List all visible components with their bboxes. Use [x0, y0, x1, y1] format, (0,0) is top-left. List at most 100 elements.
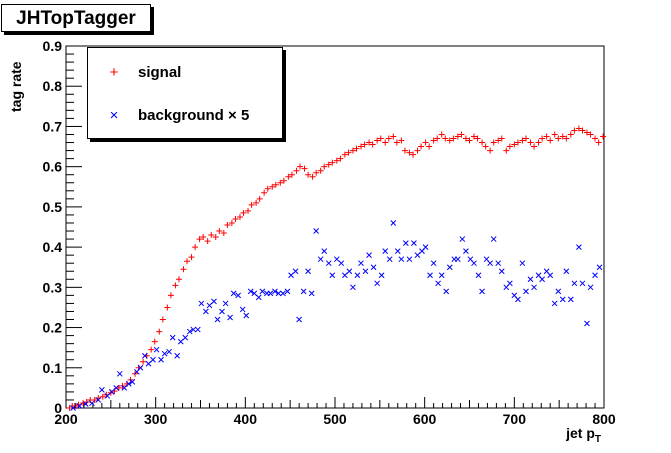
background-point [150, 356, 156, 363]
background-point [121, 385, 128, 391]
signal-point [450, 135, 457, 142]
background-point [414, 252, 421, 259]
signal-point [151, 338, 158, 345]
x-tick-label: 800 [592, 411, 616, 427]
background-point [198, 300, 205, 307]
signal-point [398, 137, 405, 144]
background-point [203, 308, 209, 315]
signal-point [361, 141, 368, 148]
background-point [378, 272, 385, 279]
background-point [161, 350, 168, 357]
signal-point [506, 143, 513, 150]
background-point [596, 264, 603, 271]
background-point [227, 314, 233, 321]
background-point [567, 296, 574, 303]
signal-point [595, 139, 602, 146]
y-tick-label: 0.8 [43, 78, 63, 94]
background-point [435, 280, 441, 287]
x-axis-label: jet pT [566, 425, 601, 445]
signal-point [353, 145, 360, 152]
signal-point [527, 139, 534, 146]
signal-point [495, 137, 502, 144]
background-point [523, 288, 529, 295]
signal-point [293, 167, 300, 174]
y-tick-label: 0.1 [43, 360, 63, 376]
signal-point [301, 165, 308, 172]
signal-point [240, 209, 247, 216]
signal-point [519, 137, 526, 144]
background-point [153, 346, 160, 353]
background-point [174, 352, 181, 359]
signal-point [514, 139, 521, 146]
signal-point [167, 292, 174, 299]
signal-point [99, 393, 106, 400]
background-point [82, 401, 89, 407]
background-point [519, 260, 526, 267]
signal-point [393, 139, 400, 146]
background-point [284, 288, 291, 295]
legend-entry-background: × background × 5 [88, 105, 282, 127]
background-point [374, 280, 380, 287]
signal-point [248, 201, 255, 208]
background-point [390, 220, 397, 226]
legend-label-background: background × 5 [138, 105, 249, 127]
background-point [142, 352, 148, 359]
signal-point [297, 163, 304, 170]
background-point [475, 272, 482, 279]
signal-point [487, 147, 494, 154]
signal-point [288, 171, 295, 178]
signal-point [369, 141, 376, 148]
background-point [267, 290, 274, 297]
signal-point [305, 171, 312, 178]
background-point [313, 228, 320, 234]
background-point [296, 316, 302, 323]
background-point [487, 260, 493, 267]
background-point [325, 260, 332, 267]
signal-point [196, 236, 203, 243]
signal-point [575, 125, 582, 132]
signal-point [333, 157, 340, 164]
signal-point [587, 131, 594, 138]
signal-point [236, 213, 243, 220]
background-point [342, 272, 348, 279]
background-point [454, 256, 461, 263]
signal-point [200, 234, 207, 241]
signal-point [482, 143, 489, 150]
signal-point [184, 258, 191, 265]
signal-point [212, 234, 219, 241]
background-point [551, 300, 558, 307]
background-point [108, 389, 115, 395]
background-point [272, 288, 278, 295]
signal-point [531, 143, 538, 150]
signal-point [366, 139, 373, 146]
background-point [190, 326, 197, 333]
signal-point [148, 346, 155, 353]
background-point [275, 290, 282, 297]
signal-point [426, 143, 433, 150]
background-point [251, 290, 258, 297]
signal-point [159, 316, 166, 323]
signal-point [498, 135, 505, 142]
background-point [571, 280, 578, 287]
background-point [182, 334, 189, 341]
background-point [498, 268, 505, 275]
signal-point [414, 147, 421, 154]
signal-point [390, 133, 397, 140]
signal-point [256, 195, 263, 202]
background-point [288, 272, 294, 279]
signal-point [539, 135, 546, 142]
background-point [430, 260, 437, 267]
signal-point [470, 133, 477, 140]
y-tick-label: 0.5 [43, 199, 63, 215]
background-point [321, 248, 328, 254]
signal-point [418, 143, 425, 150]
signal-point [422, 139, 429, 146]
background-point [235, 292, 242, 299]
background-point [222, 300, 229, 307]
background-point [539, 276, 545, 283]
signal-point [309, 173, 316, 180]
background-point [158, 356, 164, 363]
signal-point [156, 328, 163, 335]
signal-point [317, 167, 324, 174]
background-point [308, 290, 315, 297]
